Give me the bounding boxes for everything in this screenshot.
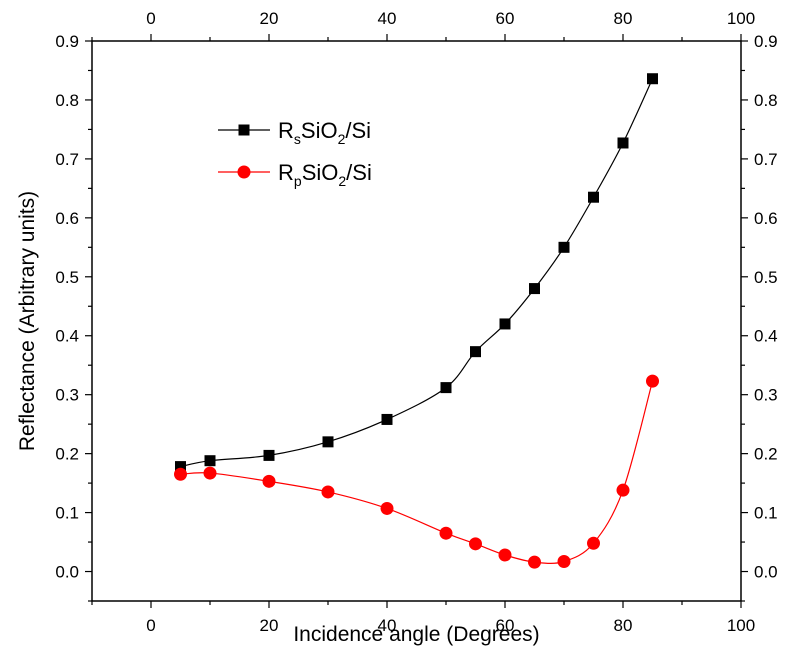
series-2-point: [616, 483, 630, 497]
series-2-line: [180, 380, 654, 564]
y-axis-label: Reflectance (Arbitrary units): [16, 191, 39, 451]
x-tick-label-top: 60: [496, 9, 515, 28]
tick-labels-layer: 0 0 20 20 40 40 60 60 80 80 100 100 0.0 0.0 0.1 0.1 0.2 0…: [55, 9, 777, 635]
legend-marker: [237, 165, 251, 179]
series-2-point: [380, 501, 394, 515]
series-2-point: [262, 474, 276, 488]
legend-marker: [238, 124, 250, 136]
series-1-point: [322, 436, 334, 448]
y-tick-label-left: 0.6: [55, 209, 79, 228]
series-2-point: [587, 536, 600, 550]
legend-label: RsSiO2/Si: [278, 118, 371, 147]
y-tick-label-right: 0.4: [754, 327, 778, 346]
series-1-point: [588, 191, 599, 203]
x-tick-label-top: 0: [146, 9, 155, 28]
x-tick-label-top: 40: [378, 9, 397, 28]
series-1-point: [440, 382, 452, 394]
series-1-point: [204, 455, 216, 467]
y-tick-label-left: 0.4: [55, 327, 79, 346]
x-tick-label-bottom: 20: [260, 616, 279, 635]
y-tick-label-left: 0.1: [55, 504, 79, 523]
series-2: [174, 374, 659, 569]
x-tick-label-bottom: 40: [378, 616, 397, 635]
y-tick-label-right: 0.9: [754, 32, 778, 51]
y-tick-label-left: 0.7: [55, 150, 79, 169]
y-tick-label-right: 0.0: [754, 563, 778, 582]
series-1-point: [470, 346, 481, 358]
series-1-point: [263, 449, 275, 461]
series-2-point: [557, 555, 571, 569]
legend-item-2: RpSiO2/Si: [218, 160, 372, 189]
y-tick-label-left: 0.2: [55, 445, 79, 464]
series-1-line: [180, 78, 654, 468]
x-tick-label-bottom: 80: [614, 616, 633, 635]
y-tick-label-right: 0.6: [754, 209, 778, 228]
series-2-point: [528, 555, 541, 569]
y-tick-label-right: 0.3: [754, 386, 778, 405]
y-tick-label-right: 0.8: [754, 91, 778, 110]
y-tick-label-right: 0.7: [754, 150, 778, 169]
legend-item-1: RsSiO2/Si: [218, 118, 371, 147]
x-tick-label-top: 20: [260, 9, 279, 28]
series-2-point: [646, 374, 659, 388]
y-tick-label-left: 0.0: [55, 563, 79, 582]
series-2-point: [498, 548, 512, 562]
series-2-point: [439, 526, 453, 540]
x-axis-label: Incidence angle (Degrees): [293, 623, 539, 646]
series-2-point: [203, 466, 217, 480]
x-tick-label-bottom: 60: [496, 616, 515, 635]
x-tick-label-bottom: 100: [727, 616, 755, 635]
series-2-point: [469, 537, 482, 551]
series-1-point: [499, 318, 511, 330]
series-2-point: [321, 485, 335, 499]
y-tick-label-left: 0.9: [55, 32, 79, 51]
series-1-point: [558, 241, 570, 253]
x-tick-label-bottom: 0: [146, 616, 155, 635]
y-tick-label-right: 0.5: [754, 268, 778, 287]
series-1-point: [647, 73, 658, 85]
legend: RsSiO2/Si RpSiO2/Si: [218, 118, 372, 189]
series-1-point: [617, 137, 629, 149]
series-layer: [174, 73, 659, 569]
series-2-point: [174, 467, 187, 481]
series-1: [175, 73, 658, 473]
y-tick-label-right: 0.1: [754, 504, 778, 523]
series-1-point: [175, 461, 186, 473]
x-tick-label-top: 100: [727, 9, 755, 28]
y-tick-label-left: 0.8: [55, 91, 79, 110]
y-tick-label-right: 0.2: [754, 445, 778, 464]
y-tick-label-left: 0.3: [55, 386, 79, 405]
x-tick-label-top: 80: [614, 9, 633, 28]
series-1-point: [529, 283, 540, 295]
series-1-point: [381, 413, 393, 425]
plot-frame: [91, 40, 742, 602]
legend-label: RpSiO2/Si: [278, 160, 372, 189]
ticks-layer: [85, 34, 748, 608]
y-tick-label-left: 0.5: [55, 268, 79, 287]
